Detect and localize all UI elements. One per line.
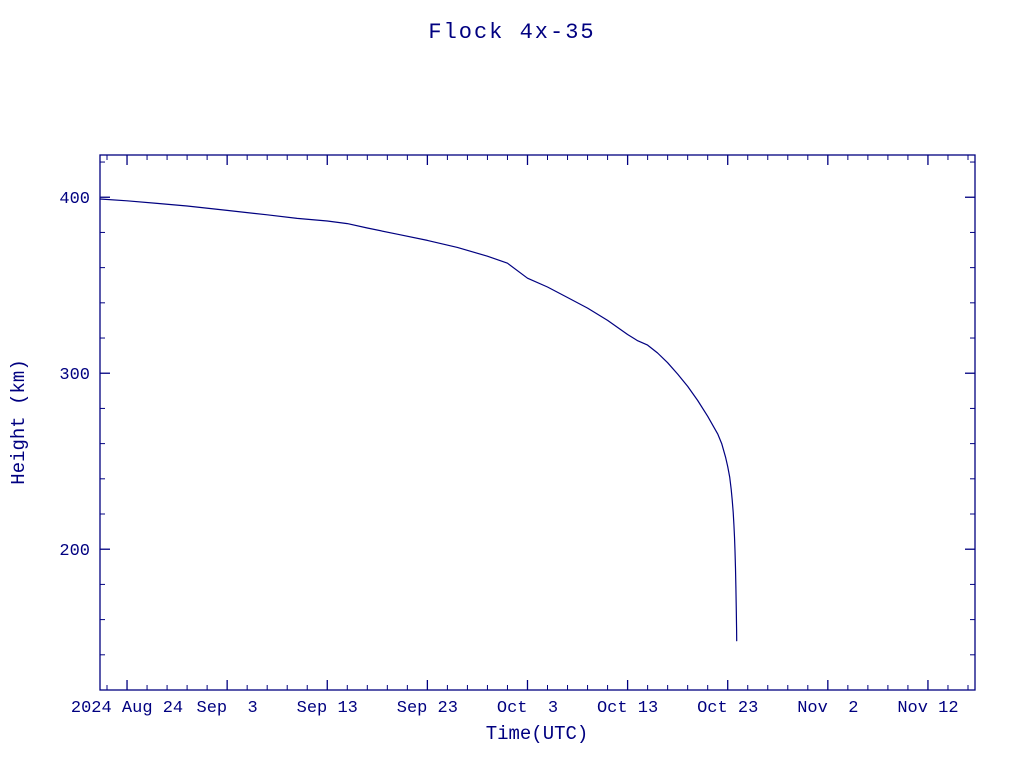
chart-series xyxy=(99,198,738,642)
y-tick-label: 300 xyxy=(59,366,90,385)
y-axis-label: Height (km) xyxy=(8,359,30,484)
chart-title: Flock 4x-35 xyxy=(428,20,595,45)
x-tick-label: Oct 3 xyxy=(497,699,558,718)
y-tick-label: 200 xyxy=(59,542,90,561)
x-axis-label: Time(UTC) xyxy=(486,723,589,745)
x-tick-label: Nov 12 xyxy=(897,699,958,718)
x-tick-label: Sep 23 xyxy=(397,699,458,718)
decay-curve xyxy=(99,198,738,642)
chart-axes: 2024 Aug 24 Sep 3 Sep 13 Sep 23 Oct 3 Oct 13 O… xyxy=(59,154,976,718)
x-tick-label: Oct 13 xyxy=(597,699,658,718)
x-tick-label: Sep 3 xyxy=(197,699,258,718)
x-tick-label: Sep 13 xyxy=(297,699,358,718)
x-tick-label: Oct 23 xyxy=(697,699,758,718)
x-tick-label: Nov 2 xyxy=(797,699,858,718)
y-tick-label: 400 xyxy=(59,190,90,209)
x-tick-label: 2024 Aug 24 xyxy=(71,699,183,718)
